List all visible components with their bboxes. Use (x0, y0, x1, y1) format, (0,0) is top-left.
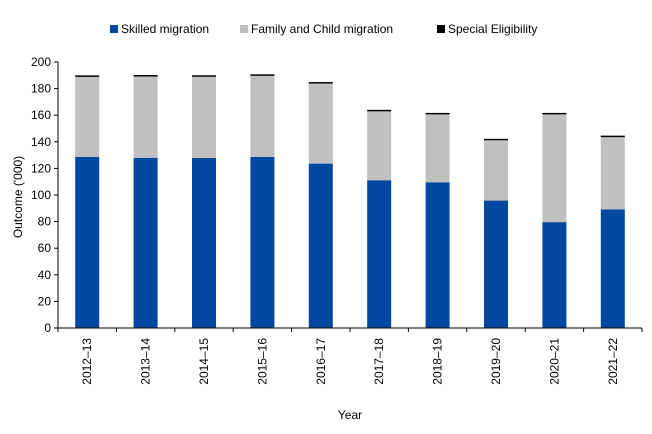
bar-skilled (425, 182, 450, 328)
bar-stack-2014–15 (192, 75, 216, 328)
bar-skilled (484, 200, 508, 328)
y-tick-label: 140 (31, 135, 51, 149)
bar-skilled (367, 180, 392, 328)
legend-item: Special Eligibility (437, 22, 537, 36)
bar-skilled (600, 209, 625, 328)
x-tick-label: 2021–22 (606, 338, 620, 385)
bar-special (133, 74, 158, 77)
bar-skilled (542, 222, 567, 328)
legend-label: Family and Child migration (251, 22, 393, 36)
bar-special (250, 74, 275, 76)
y-tick-label: 20 (38, 294, 52, 308)
bar-stack-2013–14 (133, 74, 158, 328)
bar-special (308, 82, 333, 84)
y-axis: 0 20 40 60 80 100 120 140 160 180 200 (31, 55, 59, 335)
bar-stack-2021–22 (600, 135, 625, 328)
x-tick-label: 2018–19 (431, 338, 445, 385)
y-tick-label: 160 (31, 108, 51, 122)
bar-family (425, 114, 450, 183)
bar-special (75, 75, 100, 77)
x-axis-title: Year (338, 408, 362, 422)
y-tick-label: 100 (31, 188, 51, 202)
bar-stack-2018–19 (425, 112, 450, 328)
bar-stack-2019–20 (484, 138, 508, 328)
y-axis-title: Outcome ('000) (11, 156, 25, 238)
bar-family (308, 83, 333, 164)
bar-special (542, 112, 567, 115)
legend-label: Skilled migration (121, 22, 209, 36)
bar-family (250, 75, 275, 157)
y-tick-label: 40 (38, 268, 52, 282)
plot-area (75, 74, 625, 328)
bar-skilled (250, 156, 275, 328)
x-tick-label: 2017–18 (372, 338, 386, 385)
y-tick-label: 60 (38, 241, 52, 255)
legend-item: Skilled migration (110, 22, 209, 36)
x-tick-label: 2012–13 (80, 338, 94, 385)
bar-stack-2015–16 (250, 74, 275, 328)
x-tick-label: 2014–15 (197, 338, 211, 385)
legend-swatch (110, 25, 118, 33)
y-tick-label: 120 (31, 161, 51, 175)
bar-family (75, 76, 100, 157)
bar-special (484, 138, 508, 141)
bar-family (367, 111, 392, 181)
legend-swatch (437, 25, 445, 33)
x-tick-label: 2016–17 (314, 338, 328, 385)
bar-stack-2012–13 (75, 75, 100, 328)
y-tick-label: 200 (31, 55, 51, 69)
bar-family (192, 76, 216, 159)
bar-family (542, 114, 567, 223)
legend-label: Special Eligibility (448, 22, 537, 36)
y-tick-label: 180 (31, 82, 51, 96)
bar-skilled (75, 156, 100, 328)
bar-skilled (192, 158, 216, 328)
legend: Skilled migration Family and Child migrat… (110, 22, 537, 36)
bar-family (484, 140, 508, 201)
x-tick-label: 2013–14 (139, 338, 153, 385)
bar-family (133, 76, 158, 158)
bar-special (425, 112, 450, 115)
x-axis: 2012–13 2013–14 2014–15 2015–16 2016–17 2017–… (57, 327, 643, 385)
bar-special (600, 135, 625, 138)
bar-stack-2017–18 (367, 109, 392, 328)
bar-skilled (133, 157, 158, 328)
y-tick-label: 80 (38, 215, 52, 229)
legend-swatch (240, 25, 248, 33)
x-tick-label: 2020–21 (547, 338, 561, 385)
bar-stack-2016–17 (308, 82, 333, 328)
bar-special (192, 75, 216, 77)
x-tick-label: 2019–20 (489, 338, 503, 385)
bar-skilled (308, 163, 333, 328)
bar-stack-2020–21 (542, 112, 567, 328)
bar-special (367, 109, 392, 112)
y-tick-label: 0 (44, 321, 51, 335)
legend-item: Family and Child migration (240, 22, 393, 36)
x-tick-label: 2015–16 (255, 338, 269, 385)
bar-family (600, 137, 625, 210)
